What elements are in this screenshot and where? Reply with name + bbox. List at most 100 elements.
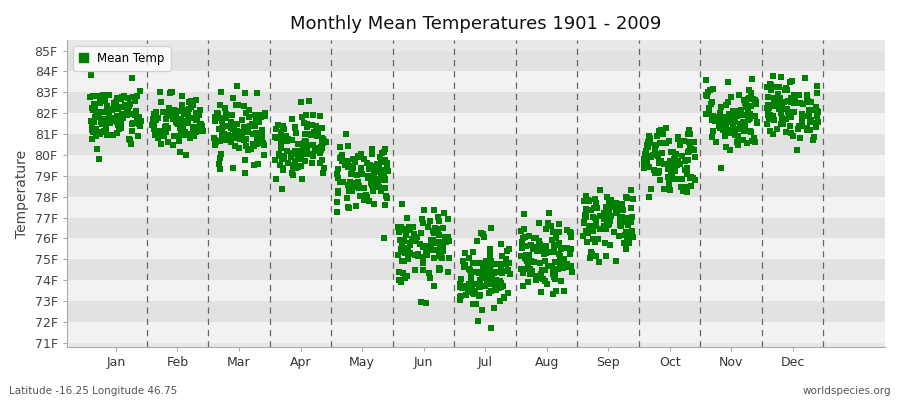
Point [103, 120, 117, 127]
Point [161, 125, 176, 132]
Point [332, 179, 347, 186]
Point [743, 90, 758, 96]
Point [394, 223, 409, 230]
Point [248, 123, 263, 130]
Point [804, 99, 818, 106]
Point [620, 235, 634, 242]
Point [105, 132, 120, 138]
Point [185, 102, 200, 108]
Point [212, 126, 226, 133]
Point [472, 284, 487, 290]
Point [670, 161, 684, 168]
Point [341, 205, 356, 211]
Point [91, 110, 105, 116]
Point [518, 243, 533, 249]
Point [88, 113, 103, 119]
Point [237, 124, 251, 130]
Point [577, 198, 591, 204]
Point [653, 177, 668, 184]
Point [173, 125, 187, 131]
Point [557, 256, 572, 262]
Point [219, 111, 233, 117]
Point [117, 92, 131, 99]
Point [364, 163, 379, 169]
Point [319, 138, 333, 145]
Point [730, 138, 744, 145]
Point [494, 252, 508, 259]
Point [252, 119, 266, 126]
Point [220, 137, 235, 143]
Point [763, 82, 778, 88]
Bar [67, 280, 885, 301]
Point [246, 130, 260, 137]
Point [654, 149, 669, 156]
Point [330, 199, 345, 206]
Point [270, 134, 284, 141]
Point [809, 124, 824, 130]
Point [773, 74, 788, 80]
Point [213, 138, 228, 144]
Point [238, 110, 253, 117]
Point [706, 128, 720, 134]
Point [586, 236, 600, 242]
Point [667, 176, 681, 182]
Point [193, 106, 207, 113]
Point [235, 116, 249, 123]
Point [217, 131, 231, 137]
Point [218, 105, 232, 111]
Point [616, 207, 630, 213]
Point [488, 284, 502, 290]
Point [719, 130, 733, 136]
Point [464, 278, 479, 284]
Point [314, 147, 328, 154]
Point [668, 166, 682, 172]
Point [372, 184, 386, 190]
Point [667, 158, 681, 165]
Point [163, 90, 177, 96]
Point [374, 172, 389, 178]
Point [731, 133, 745, 139]
Point [122, 137, 137, 143]
Point [728, 117, 742, 123]
Point [494, 241, 508, 247]
Point [152, 129, 166, 136]
Point [652, 128, 666, 134]
Point [99, 129, 113, 136]
Point [532, 220, 546, 226]
Point [734, 121, 748, 128]
Point [545, 229, 560, 236]
Point [243, 146, 257, 152]
Point [455, 258, 470, 264]
Point [330, 188, 345, 194]
Point [581, 230, 596, 237]
Point [678, 158, 692, 164]
Point [560, 226, 574, 233]
Point [622, 232, 636, 238]
Point [483, 224, 498, 231]
Point [176, 124, 191, 130]
Point [723, 129, 737, 136]
Point [590, 217, 604, 224]
Point [84, 118, 98, 124]
Point [309, 123, 323, 130]
Point [166, 116, 181, 122]
Point [788, 91, 802, 98]
Point [213, 126, 228, 132]
Point [537, 266, 552, 273]
Point [396, 247, 410, 254]
Point [793, 135, 807, 142]
Point [392, 277, 407, 284]
Point [614, 216, 628, 222]
Point [465, 260, 480, 266]
Point [346, 184, 361, 190]
Point [476, 231, 491, 237]
Point [518, 211, 532, 217]
Point [678, 167, 692, 173]
Point [226, 165, 240, 172]
Point [153, 99, 167, 106]
Point [798, 75, 813, 81]
Point [624, 205, 638, 211]
Point [342, 188, 356, 194]
Point [466, 301, 481, 307]
Point [785, 97, 799, 103]
